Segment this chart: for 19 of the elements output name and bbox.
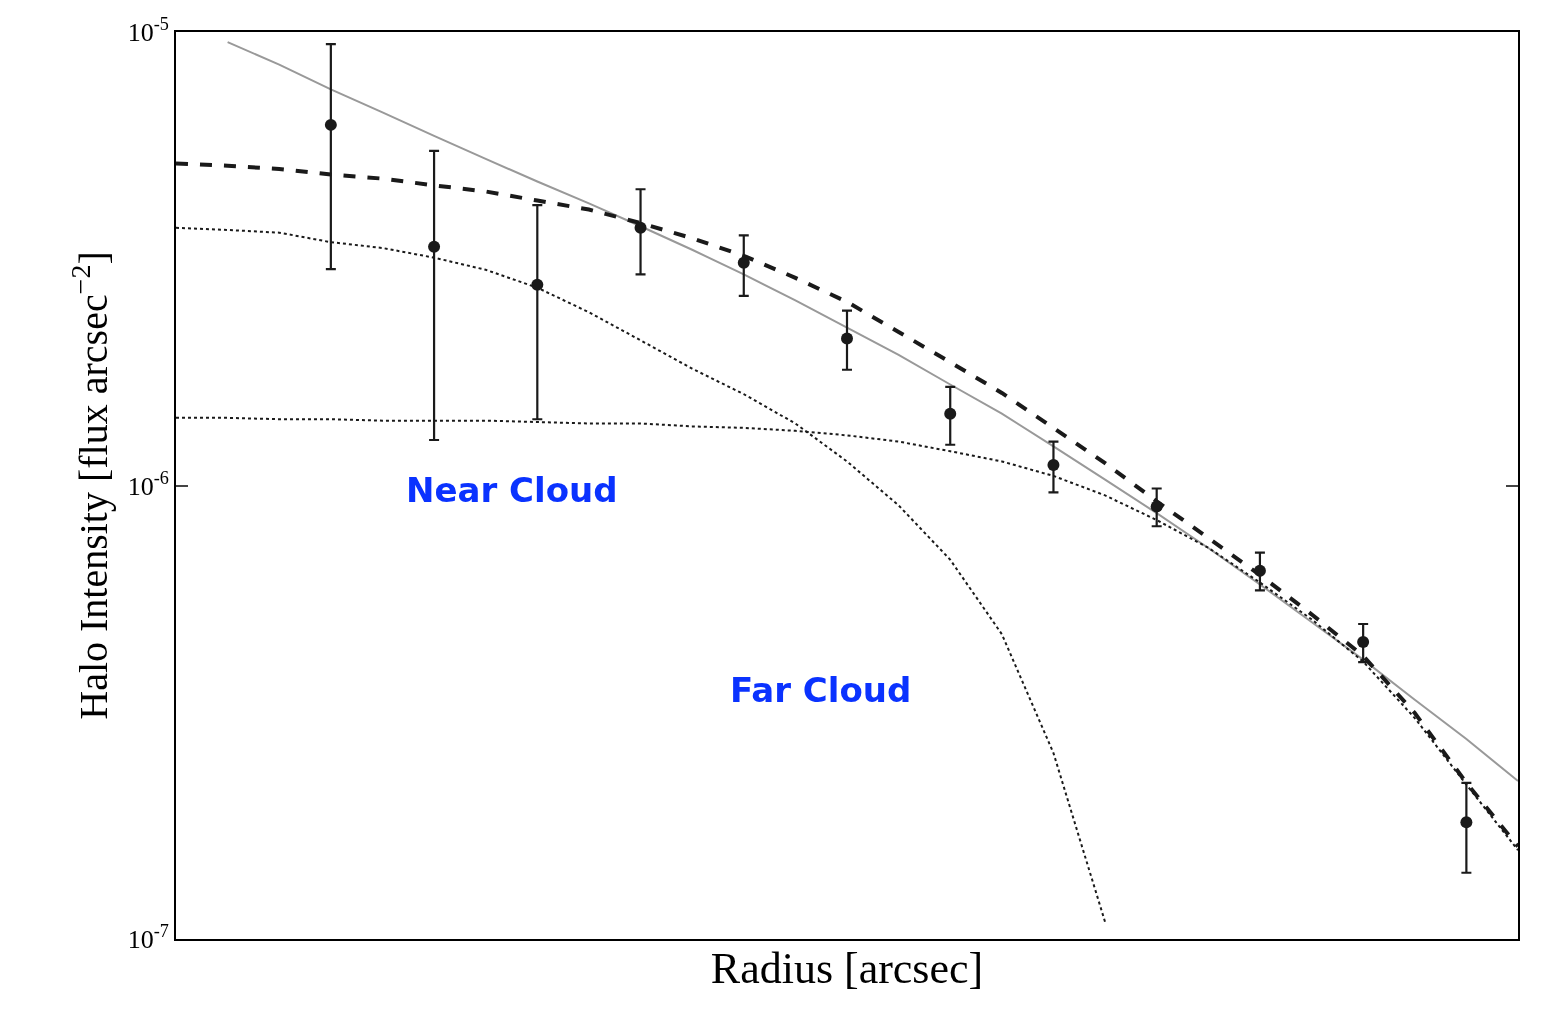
point — [841, 332, 853, 345]
y-tick-label: 10$^{-5}$ — [127, 14, 169, 48]
y-tick-label: 10$^{-7}$ — [127, 921, 169, 955]
point — [737, 256, 750, 269]
point — [634, 221, 647, 234]
annotation: Near Cloud — [406, 470, 618, 510]
x-axis-title: Radius [arcsec] — [710, 944, 984, 994]
point — [1460, 816, 1473, 829]
point — [1047, 458, 1060, 471]
point — [1253, 564, 1266, 577]
line-series — [226, 41, 1518, 783]
annotation: Far Cloud — [730, 670, 912, 710]
point — [944, 407, 957, 420]
y-tick-label: 10$^{-6}$ — [127, 467, 169, 501]
point — [1357, 635, 1370, 648]
point — [1150, 500, 1163, 513]
point — [531, 278, 544, 291]
point — [324, 118, 337, 131]
point — [428, 240, 441, 253]
